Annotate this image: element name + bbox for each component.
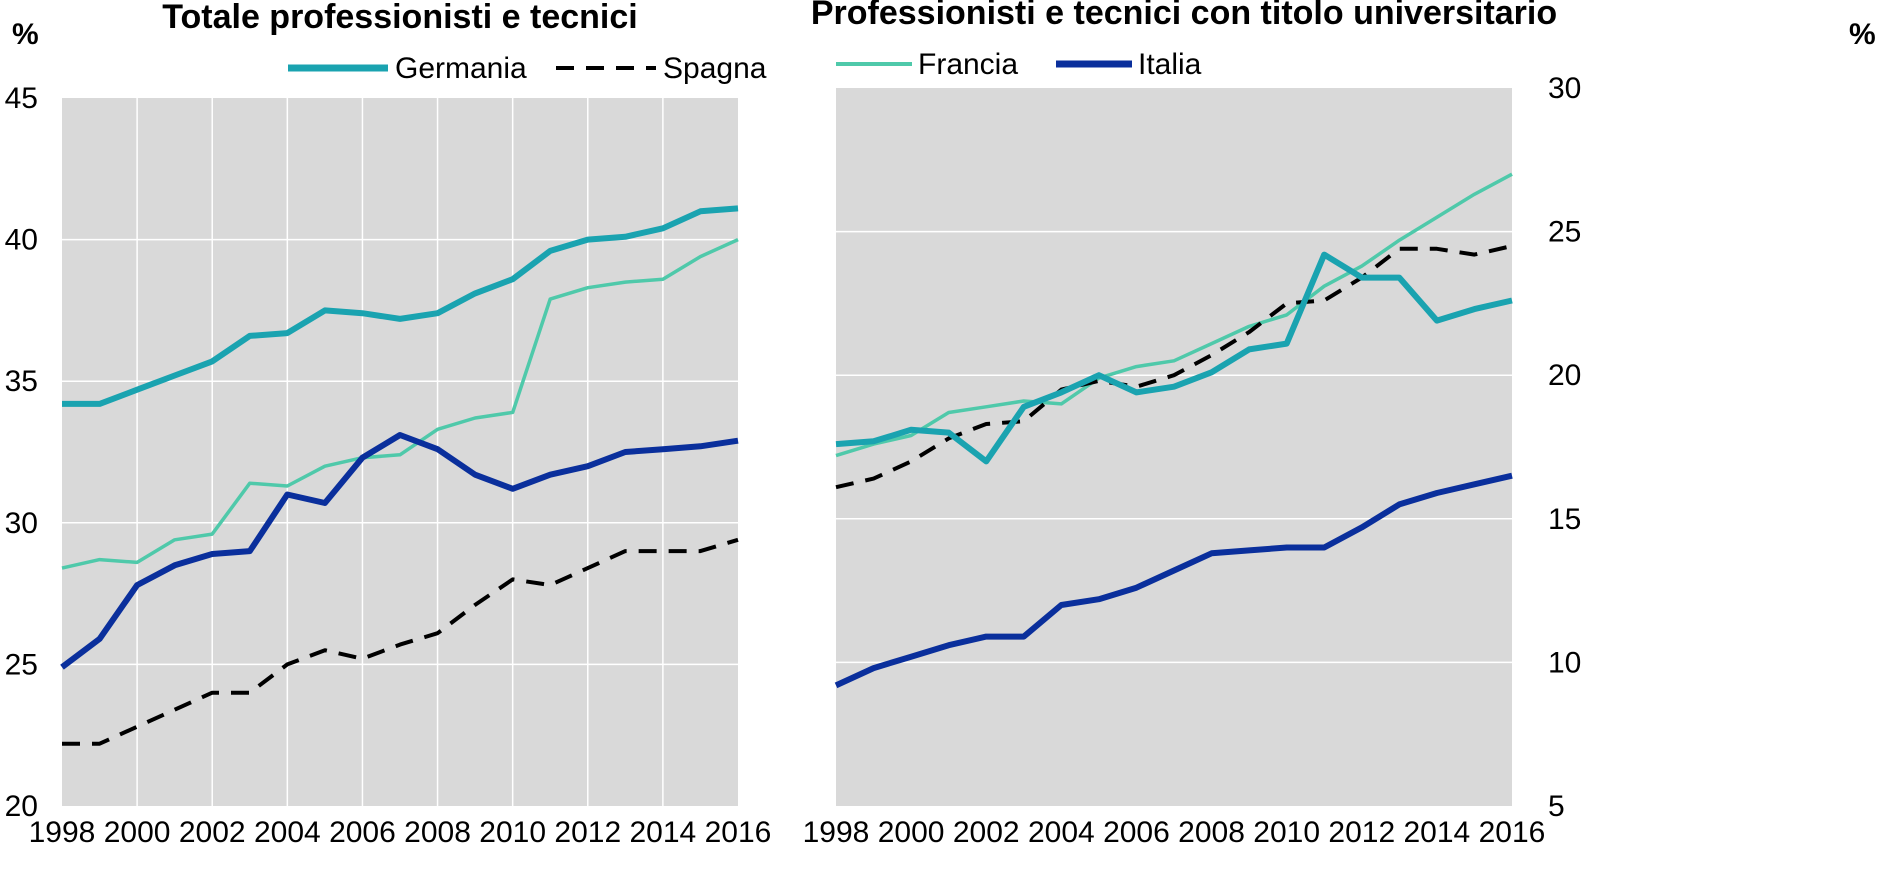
chart-title: Totale professionisti e tecnici [162, 0, 638, 36]
panel-titolo-universitario: 5 10 15 20 25 30 1998 2000 2002 2004 2006 2008 2010… [803, 0, 1876, 849]
y-tick-label: 35 [5, 365, 38, 398]
legend-label-italia: Italia [1138, 48, 1202, 81]
x-tick-label: 1998 [29, 816, 96, 849]
y-tick-label: 45 [5, 82, 38, 115]
x-tick-label: 2016 [705, 816, 772, 849]
series-line-italia [60, 432, 739, 670]
y-tick-labels: 5 10 15 20 25 30 [1548, 72, 1581, 823]
series-line-italia [834, 472, 1513, 689]
x-tick-label: 2014 [630, 816, 697, 849]
x-tick-label: 1998 [803, 816, 870, 849]
x-tick-label: 2012 [1328, 816, 1395, 849]
x-tick-label: 2008 [1178, 816, 1245, 849]
x-tick-label: 2002 [179, 816, 246, 849]
y-axis-unit: % [1849, 18, 1876, 51]
series-line-spagna [62, 537, 739, 746]
y-tick-label: 30 [1548, 72, 1581, 105]
x-tick-label: 2004 [254, 816, 321, 849]
legend-label-spagna: Spagna [663, 52, 767, 85]
plot-area [836, 88, 1512, 806]
x-tick-label: 2010 [1253, 816, 1320, 849]
y-tick-label: 40 [5, 224, 38, 257]
x-tick-label: 2000 [104, 816, 171, 849]
y-tick-label: 10 [1548, 646, 1581, 679]
legend: Germania Spagna [288, 52, 767, 85]
series-line-francia [61, 238, 739, 570]
y-tick-label: 5 [1548, 790, 1565, 823]
series-lines [834, 172, 1513, 689]
x-tick-label: 2014 [1404, 816, 1471, 849]
y-tick-label: 20 [5, 790, 38, 823]
y-tick-labels: 20 25 30 35 40 45 [5, 82, 38, 823]
y-tick-label: 20 [1548, 359, 1581, 392]
y-tick-label: 25 [1548, 216, 1581, 249]
y-tick-label: 30 [5, 507, 38, 540]
grid-lines [836, 230, 1512, 664]
x-tick-label: 2006 [1103, 816, 1170, 849]
chart-title: Professionisti e tecnici con titolo univ… [811, 0, 1557, 32]
series-line-francia [835, 172, 1513, 458]
grid-lines [62, 98, 738, 806]
x-tick-label: 2012 [554, 816, 621, 849]
series-lines [60, 205, 739, 746]
x-tick-label: 2010 [479, 816, 546, 849]
y-tick-label: 25 [5, 648, 38, 681]
series-line-germania [835, 251, 1513, 465]
legend-item-germania: Germania [288, 52, 527, 85]
y-tick-label: 15 [1548, 503, 1581, 536]
x-tick-label: 2016 [1479, 816, 1546, 849]
legend-label-germania: Germania [395, 52, 527, 85]
x-tick-label: 2006 [329, 816, 396, 849]
series-line-spagna [835, 244, 1513, 490]
legend-item-italia: Italia [1056, 48, 1202, 81]
y-axis-unit: % [12, 18, 39, 51]
x-tick-label: 2002 [953, 816, 1020, 849]
x-tick-label: 2000 [878, 816, 945, 849]
x-tick-labels: 1998 2000 2002 2004 2006 2008 2010 2012 2014 2016 [29, 816, 772, 849]
series-line-germania [62, 205, 739, 407]
legend-label-francia: Francia [918, 48, 1018, 81]
legend-item-francia: Francia [836, 48, 1018, 81]
x-tick-label: 2008 [404, 816, 471, 849]
legend: Francia Italia [836, 48, 1202, 81]
x-tick-labels: 1998 2000 2002 2004 2006 2008 2010 2012 2014 2016 [803, 816, 1546, 849]
x-tick-label: 2004 [1028, 816, 1095, 849]
legend-item-spagna: Spagna [556, 52, 767, 85]
